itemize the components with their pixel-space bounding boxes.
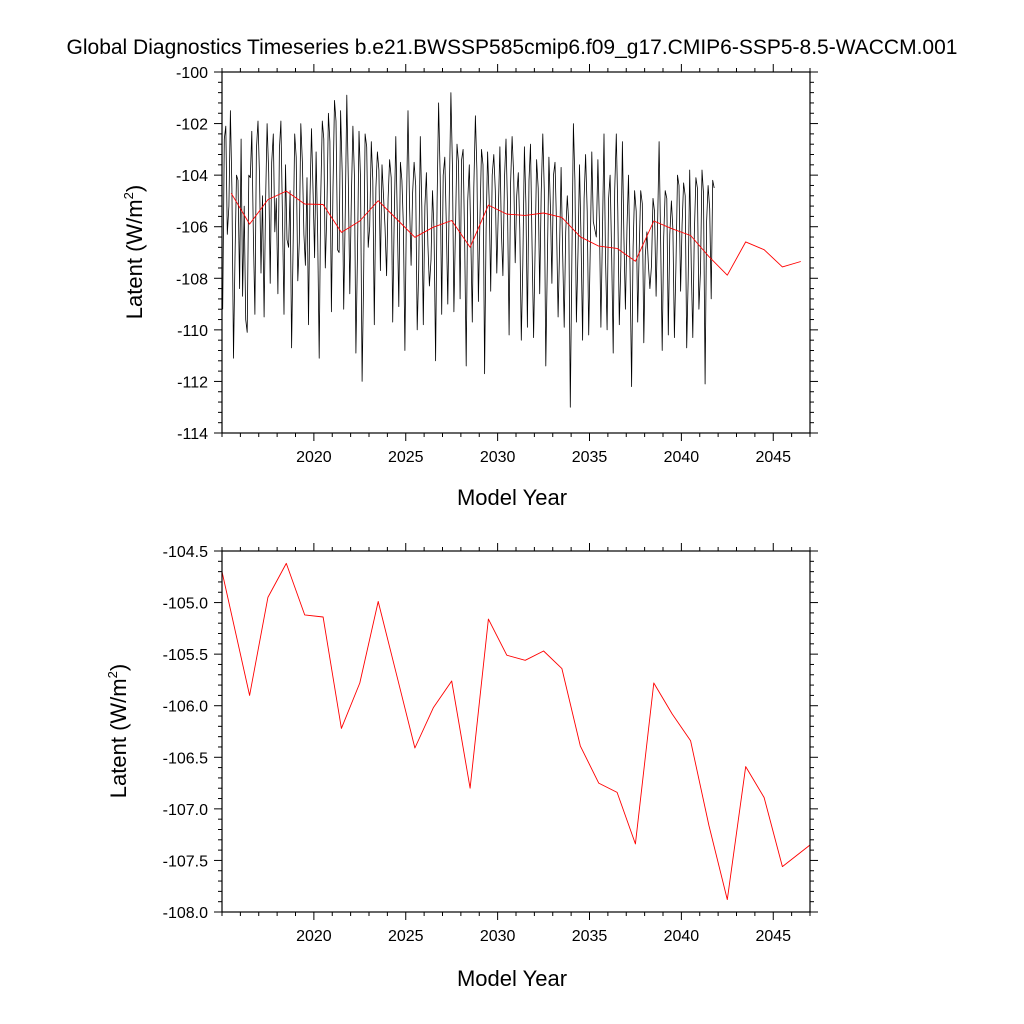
y-tick-label: -107.5 <box>163 853 208 870</box>
top-annual-series <box>230 190 801 276</box>
top-plot-frame <box>221 71 811 434</box>
y-tick-label: -105.0 <box>163 596 208 613</box>
top-annual-line <box>230 190 801 276</box>
top-y-axis-label: Latent (W/m2) <box>121 185 147 319</box>
bottom-y-label-sup: 2 <box>105 671 120 678</box>
top-y-label-base: Latent (W/m <box>122 199 147 319</box>
bottom-annual-line <box>221 562 811 901</box>
x-tick-label: 2045 <box>755 449 791 466</box>
x-tick-label: 2045 <box>755 928 791 945</box>
top-monthly-line <box>222 92 715 408</box>
bottom-annual-series <box>221 562 811 901</box>
y-tick-label: -104 <box>176 168 208 185</box>
y-tick-label: -106.5 <box>163 750 208 767</box>
x-tick-label: 2025 <box>388 449 424 466</box>
y-tick-label: -114 <box>177 426 208 443</box>
x-tick-label: 2035 <box>572 928 608 945</box>
top-tick-labels: 2020 2025 2030 2035 2040 2045 -114 -112 -110 -108… <box>176 65 791 466</box>
x-tick-label: 2025 <box>388 928 424 945</box>
top-x-axis-label: Model Year <box>457 485 567 510</box>
y-tick-label: -108.0 <box>163 905 208 922</box>
y-tick-label: -110 <box>177 323 208 340</box>
x-tick-label: 2030 <box>480 449 516 466</box>
y-tick-label: -107.0 <box>163 802 208 819</box>
bottom-panel: 2020 2025 2030 2035 2040 2045 -108.0 -107.5 -107… <box>105 543 818 991</box>
bottom-y-label-base: Latent (W/m <box>106 678 131 798</box>
y-tick-label: -102 <box>176 117 208 134</box>
y-tick-label: -108 <box>176 271 208 288</box>
y-tick-label: -106.0 <box>163 699 208 716</box>
x-tick-label: 2040 <box>664 449 700 466</box>
x-tick-label: 2035 <box>572 449 608 466</box>
figure-title: Global Diagnostics Timeseries b.e21.BWSS… <box>67 36 958 59</box>
y-tick-label: -104.5 <box>163 544 208 561</box>
bottom-y-axis-label: Latent (W/m2) <box>105 664 131 798</box>
bottom-ticks <box>214 543 818 920</box>
bottom-x-axis-label: Model Year <box>457 966 567 991</box>
top-panel: 2020 2025 2030 2035 2040 2045 -114 -112 -110 -108… <box>121 64 818 510</box>
x-tick-label: 2020 <box>296 928 332 945</box>
x-tick-label: 2020 <box>296 449 332 466</box>
y-tick-label: -105.5 <box>163 647 208 664</box>
top-y-label-end: ) <box>122 185 147 192</box>
y-tick-label: -106 <box>176 220 208 237</box>
bottom-y-label-end: ) <box>106 664 131 671</box>
x-tick-label: 2040 <box>664 928 700 945</box>
x-tick-label: 2030 <box>480 928 516 945</box>
bottom-tick-labels: 2020 2025 2030 2035 2040 2045 -108.0 -107.5 -107… <box>163 544 792 945</box>
y-tick-label: -100 <box>176 65 208 82</box>
y-tick-label: -112 <box>177 374 208 391</box>
top-ticks <box>214 64 818 441</box>
top-monthly-series <box>222 92 715 408</box>
top-y-label-sup: 2 <box>121 192 136 199</box>
bottom-plot-frame <box>221 550 811 913</box>
